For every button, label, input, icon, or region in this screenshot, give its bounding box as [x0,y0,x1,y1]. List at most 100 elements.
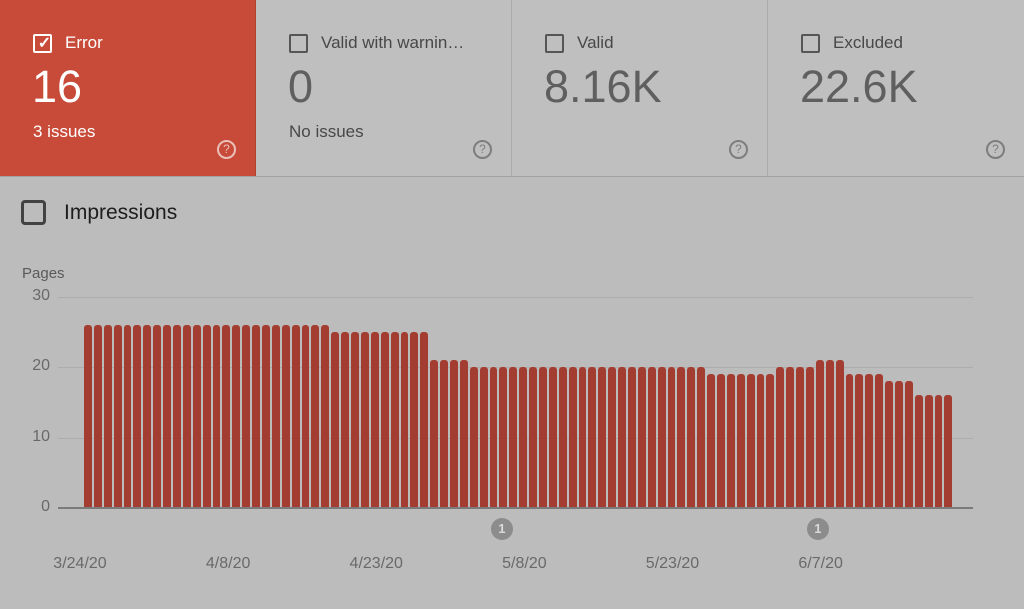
bar[interactable] [667,367,676,508]
bar[interactable] [558,367,567,508]
bar[interactable] [311,325,320,508]
bar[interactable] [449,360,458,508]
card-error[interactable]: ✓ Error 16 3 issues ? [0,0,256,176]
bar[interactable] [538,367,547,508]
bar[interactable] [499,367,508,508]
card-excluded[interactable]: Excluded 22.6K ? [768,0,1024,176]
bar[interactable] [400,332,409,508]
help-icon[interactable]: ? [729,140,748,159]
bar[interactable] [717,374,725,508]
bar[interactable] [806,367,814,508]
bar[interactable] [796,367,805,508]
bar[interactable] [222,325,231,508]
bar[interactable] [113,325,122,508]
bar[interactable] [845,374,854,508]
impressions-checkbox-icon[interactable] [21,200,46,225]
annotation-marker[interactable]: 1 [490,518,513,540]
bar[interactable] [865,374,874,508]
bar[interactable] [618,367,626,508]
bar[interactable] [351,332,359,508]
bar[interactable] [529,367,537,508]
bar[interactable] [321,325,330,508]
annotation-marker[interactable]: 1 [806,518,829,540]
bar[interactable] [934,395,943,508]
bar[interactable] [252,325,261,508]
bar[interactable] [133,325,142,508]
bar[interactable] [904,381,913,508]
bar[interactable] [153,325,162,508]
bar[interactable] [192,325,201,508]
bar[interactable] [370,332,379,508]
bar[interactable] [568,367,577,508]
bar[interactable] [637,367,646,508]
bar[interactable] [835,360,844,508]
help-icon[interactable]: ? [217,140,236,159]
bar[interactable] [440,360,448,508]
bar[interactable] [776,367,785,508]
bar[interactable] [608,367,617,508]
card-valid-with-warnings[interactable]: Valid with warnin… 0 No issues ? [256,0,512,176]
bar[interactable] [687,367,696,508]
valid-warnings-checkbox-icon[interactable] [289,33,308,53]
bar[interactable] [262,325,270,508]
bar[interactable] [924,395,933,508]
bar[interactable] [202,325,211,508]
bar[interactable] [123,325,132,508]
bar[interactable] [360,332,369,508]
bar[interactable] [390,332,399,508]
bar[interactable] [143,325,152,508]
bar[interactable] [173,325,181,508]
bar[interactable] [786,367,795,508]
bar[interactable] [459,360,468,508]
bar[interactable] [271,325,280,508]
bar[interactable] [380,332,389,508]
bar[interactable] [469,367,478,508]
bar[interactable] [232,325,241,508]
bar[interactable] [212,325,221,508]
bar[interactable] [578,367,587,508]
bar[interactable] [281,325,290,508]
bar[interactable] [657,367,666,508]
bar[interactable] [647,367,656,508]
bar[interactable] [598,367,607,508]
bar[interactable] [163,325,172,508]
bar[interactable] [697,367,706,508]
bar[interactable] [736,374,745,508]
bar[interactable] [726,374,735,508]
excluded-checkbox-icon[interactable] [801,33,820,53]
bar[interactable] [430,360,439,508]
bar[interactable] [707,374,715,508]
bar[interactable] [182,325,191,508]
bar[interactable] [855,374,864,508]
bar[interactable] [291,325,300,508]
valid-checkbox-icon[interactable] [545,33,564,53]
bar[interactable] [479,367,488,508]
bar[interactable] [301,325,310,508]
help-icon[interactable]: ? [473,140,492,159]
bar[interactable] [825,360,834,508]
bar[interactable] [410,332,419,508]
bar[interactable] [548,367,557,508]
bar[interactable] [756,374,765,508]
bar[interactable] [489,367,498,508]
bar[interactable] [746,374,755,508]
bar[interactable] [914,395,923,508]
bar[interactable] [242,325,251,508]
bar[interactable] [84,325,92,508]
bar[interactable] [766,374,775,508]
bar[interactable] [331,332,340,508]
bar[interactable] [677,367,686,508]
bar[interactable] [509,367,518,508]
bar[interactable] [588,367,597,508]
bar[interactable] [341,332,350,508]
error-checkbox-checked-icon[interactable]: ✓ [33,33,52,53]
bar[interactable] [519,367,528,508]
bar[interactable] [875,374,884,508]
bar[interactable] [627,367,636,508]
bar[interactable] [944,395,953,508]
help-icon[interactable]: ? [986,140,1005,159]
bar[interactable] [895,381,903,508]
bar[interactable] [885,381,894,508]
bar[interactable] [93,325,102,508]
card-valid[interactable]: Valid 8.16K ? [512,0,768,176]
